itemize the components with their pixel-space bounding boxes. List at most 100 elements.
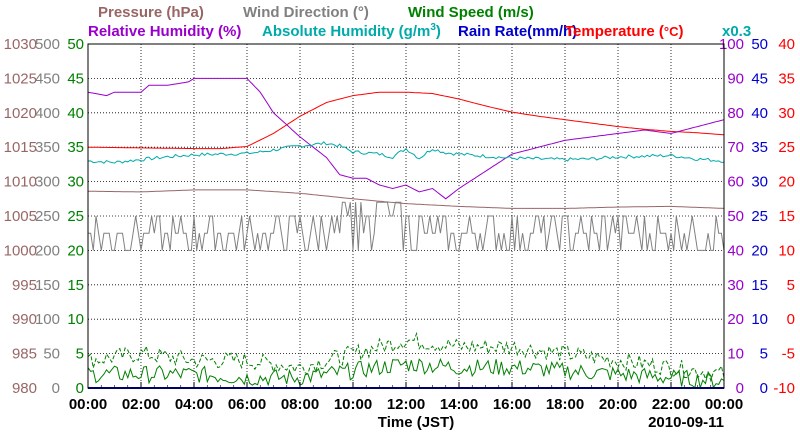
- tick-wind-direction: 50: [43, 346, 60, 363]
- tick-pressure: 995: [12, 277, 37, 294]
- legend-pressure: Pressure (hPa): [98, 4, 204, 21]
- x-tick-label: 08:00: [281, 396, 319, 413]
- tick-temperature: 35: [778, 70, 795, 87]
- tick-rain-rate: 15: [751, 277, 768, 294]
- tick-pressure: 980: [12, 380, 37, 397]
- x-tick-label: 00:00: [705, 396, 743, 413]
- x-axis-title: Time (JST): [378, 414, 454, 431]
- x-tick-label: 18:00: [546, 396, 584, 413]
- tick-relative-humidity: 10: [727, 346, 744, 363]
- legend-rain-rate: Rain Rate(mm/h): [458, 23, 577, 40]
- tick-rain-rate: 10: [751, 311, 768, 328]
- tick-wind-direction: 200: [35, 242, 60, 259]
- tick-relative-humidity: 60: [727, 174, 744, 191]
- tick-wind-speed: 35: [67, 139, 84, 156]
- tick-pressure: 1000: [4, 242, 37, 259]
- tick-wind-speed: 30: [67, 174, 84, 191]
- x-tick-label: 06:00: [228, 396, 266, 413]
- legend-temperature-unit: °C: [664, 24, 679, 39]
- tick-wind-direction: 350: [35, 139, 60, 156]
- tick-wind-direction: 150: [35, 277, 60, 294]
- tick-rain-rate: 25: [751, 208, 768, 225]
- tick-rain-rate: 5: [760, 346, 768, 363]
- tick-wind-speed: 15: [67, 277, 84, 294]
- tick-temperature: 10: [778, 242, 795, 259]
- legend-wind-speed: Wind Speed (m/s): [408, 4, 534, 21]
- tick-wind-direction: 400: [35, 105, 60, 122]
- tick-wind-direction: 450: [35, 70, 60, 87]
- tick-wind-speed: 0: [76, 380, 84, 397]
- tick-relative-humidity: 100: [719, 36, 744, 53]
- tick-temperature: 5: [787, 277, 795, 294]
- tick-pressure: 990: [12, 311, 37, 328]
- tick-pressure: 1015: [4, 139, 37, 156]
- tick-wind-direction: 100: [35, 311, 60, 328]
- tick-wind-speed: 5: [76, 346, 84, 363]
- tick-temperature: 20: [778, 174, 795, 191]
- legend-absolute-humidity-sup: 3: [430, 22, 436, 33]
- tick-pressure: 1020: [4, 105, 37, 122]
- tick-temperature: -5: [782, 346, 795, 363]
- legend-scale-note: x0.3: [722, 23, 751, 40]
- x-tick-label: 10:00: [334, 396, 372, 413]
- tick-pressure: 1010: [4, 174, 37, 191]
- tick-pressure: 985: [12, 346, 37, 363]
- x-tick-label: 22:00: [652, 396, 690, 413]
- series-pressure: [87, 189, 725, 209]
- tick-wind-speed: 10: [67, 311, 84, 328]
- tick-wind-direction: 250: [35, 208, 60, 225]
- series-temperature: [88, 91, 725, 150]
- tick-relative-humidity: 50: [727, 208, 744, 225]
- tick-wind-speed: 25: [67, 208, 84, 225]
- series-wind-speed: [87, 357, 725, 390]
- tick-rain-rate: 20: [751, 242, 768, 259]
- tick-temperature: 25: [778, 139, 795, 156]
- tick-wind-direction: 500: [35, 36, 60, 53]
- legend-absolute-humidity: Absolute Humidity (g/m3): [262, 22, 441, 40]
- x-tick-label: 16:00: [493, 396, 531, 413]
- x-tick-label: 00:00: [69, 396, 107, 413]
- tick-relative-humidity: 90: [727, 70, 744, 87]
- series-wind-direction: [88, 201, 725, 251]
- x-axis: 00:00 02:00 04:00 06:00 08:00 10:00 12:00 14:00…: [69, 382, 743, 413]
- tick-relative-humidity: 80: [727, 105, 744, 122]
- tick-rain-rate: 45: [751, 70, 768, 87]
- tick-pressure: 1030: [4, 36, 37, 53]
- tick-relative-humidity: 70: [727, 139, 744, 156]
- legend-temperature-prefix: Temperature (: [565, 23, 664, 40]
- series-absolute-humidity: [87, 141, 725, 164]
- y-axes: 1030102510201015101010051000995990985980…: [4, 36, 795, 397]
- legend-relative-humidity: Relative Humidity (%): [88, 23, 241, 40]
- legend-absolute-humidity-suffix: ): [436, 23, 441, 40]
- legend-temperature: Temperature (°C): [565, 23, 684, 40]
- legend-wind-direction: Wind Direction (°): [243, 4, 369, 21]
- legend-temperature-suffix: ): [679, 23, 684, 40]
- tick-temperature: 0: [787, 311, 795, 328]
- tick-relative-humidity: 20: [727, 311, 744, 328]
- tick-wind-speed: 45: [67, 70, 84, 87]
- tick-temperature: 40: [778, 36, 795, 53]
- tick-wind-direction: 0: [52, 380, 60, 397]
- tick-wind-speed: 20: [67, 242, 84, 259]
- tick-relative-humidity: 30: [727, 277, 744, 294]
- x-tick-label: 02:00: [122, 396, 160, 413]
- tick-rain-rate: 50: [751, 36, 768, 53]
- tick-wind-speed: 40: [67, 105, 84, 122]
- tick-pressure: 1005: [4, 208, 37, 225]
- legend-absolute-humidity-prefix: Absolute Humidity (g/m: [262, 23, 430, 40]
- series-wind-speed-max: [87, 331, 725, 383]
- x-tick-label: 12:00: [387, 396, 425, 413]
- tick-temperature: 30: [778, 105, 795, 122]
- tick-wind-speed: 50: [67, 36, 84, 53]
- tick-relative-humidity: 0: [736, 380, 744, 397]
- tick-relative-humidity: 40: [727, 242, 744, 259]
- date-label: 2010-09-11: [648, 414, 724, 431]
- tick-rain-rate: 30: [751, 174, 768, 191]
- tick-rain-rate: 35: [751, 139, 768, 156]
- tick-rain-rate: 40: [751, 105, 768, 122]
- tick-rain-rate: 0: [760, 380, 768, 397]
- x-tick-label: 20:00: [599, 396, 637, 413]
- x-tick-label: 04:00: [175, 396, 213, 413]
- x-tick-label: 14:00: [440, 396, 478, 413]
